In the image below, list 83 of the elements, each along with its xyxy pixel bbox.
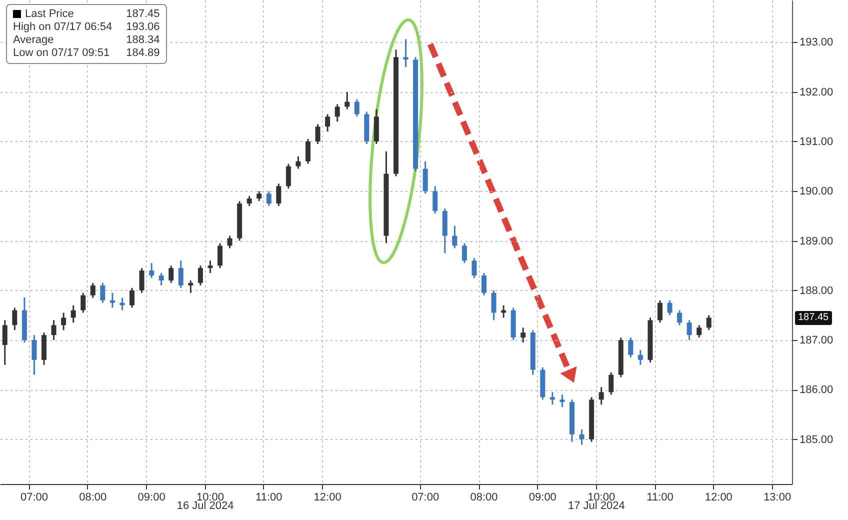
candlestick	[32, 334, 37, 376]
y-tick-label: 186.00	[800, 384, 834, 396]
x-tick-label: 07:00	[20, 492, 48, 504]
candlestick	[208, 260, 213, 274]
candlestick	[61, 312, 66, 331]
candlestick	[677, 310, 682, 326]
candlestick	[188, 280, 194, 294]
candlestick	[452, 225, 458, 249]
candlestick	[110, 292, 115, 309]
candlestick	[70, 304, 76, 324]
text: Average 188.34	[13, 34, 160, 46]
candlestick	[296, 156, 301, 170]
candlestick	[168, 264, 174, 284]
candlestick	[462, 242, 467, 264]
x-tick-label: 12:00	[704, 492, 732, 504]
candlestick	[51, 319, 56, 341]
x-tick-label: 13:00	[764, 492, 792, 504]
x-tick-label: 12:00	[314, 492, 342, 504]
text: Last Price 187.45	[25, 8, 160, 20]
x-tick-label: 11:00	[646, 492, 674, 504]
candlestick	[550, 391, 555, 406]
text: High on 07/17 06:54 193.06	[13, 21, 160, 33]
candlestick	[344, 91, 350, 110]
candlestick	[158, 272, 164, 286]
y-tick-label: 189.00	[800, 235, 834, 248]
candlestick	[325, 113, 330, 132]
x-tick-label: 09:00	[138, 492, 166, 504]
candlestick	[276, 182, 282, 207]
y-tick-label: 187.00	[800, 334, 834, 347]
candlestick	[227, 235, 232, 249]
candlestick	[482, 272, 486, 296]
candlestick	[80, 292, 86, 314]
candlestick	[90, 282, 96, 299]
candlestick	[130, 287, 134, 309]
candlestick	[628, 336, 634, 358]
candlestick	[120, 297, 125, 312]
candlestick	[100, 282, 106, 304]
candlestick	[218, 242, 222, 269]
y-tick-label: 190.00	[800, 186, 834, 198]
candlestick	[286, 163, 291, 190]
candlestick	[256, 190, 262, 202]
y-tick-label: 193.00	[800, 36, 834, 49]
y-tick-label: 191.00	[800, 136, 834, 148]
candlestick	[658, 300, 662, 324]
x-tick-label: 09:00	[528, 492, 556, 504]
text: 17 Jul 2024	[568, 500, 625, 512]
x-tick-label: 08:00	[470, 492, 498, 504]
candlestick	[560, 394, 565, 408]
candlestick	[491, 290, 496, 321]
candlestick	[579, 428, 584, 446]
candlestick	[149, 262, 154, 279]
y-tick-label: 185.00	[800, 434, 834, 446]
candlestick	[696, 324, 702, 338]
x-tick-label: 07:00	[412, 492, 440, 504]
candlestick	[608, 372, 614, 396]
candlestick	[472, 257, 477, 279]
y-tick-label: 192.00	[800, 86, 834, 98]
text: 16 Jul 2024	[176, 500, 234, 512]
x-tick-label: 08:00	[79, 492, 107, 504]
y-tick-label: 188.00	[800, 284, 834, 297]
candlestick	[520, 326, 526, 344]
candlestick	[12, 307, 18, 331]
x-tick-label: 11:00	[256, 492, 282, 504]
candlestick	[706, 314, 712, 331]
candlestick	[334, 103, 340, 122]
candlestick	[306, 138, 310, 165]
candlestick	[598, 386, 604, 406]
candlestick	[198, 264, 203, 286]
candlestick	[432, 185, 438, 214]
candlestick	[315, 123, 320, 145]
candlestick	[422, 160, 428, 194]
candlestick	[403, 38, 408, 68]
candlestick	[139, 267, 144, 294]
candlestick	[354, 98, 360, 118]
candlestick	[246, 195, 252, 207]
candlestick	[178, 260, 184, 289]
candlestick	[638, 349, 643, 366]
candlestick	[266, 190, 272, 207]
annotation: 187.45	[795, 310, 832, 325]
text: Low on 07/17 09:51 184.89	[13, 47, 160, 59]
candlestick	[667, 300, 672, 316]
candlestick	[686, 319, 692, 341]
candlestick	[2, 319, 8, 366]
